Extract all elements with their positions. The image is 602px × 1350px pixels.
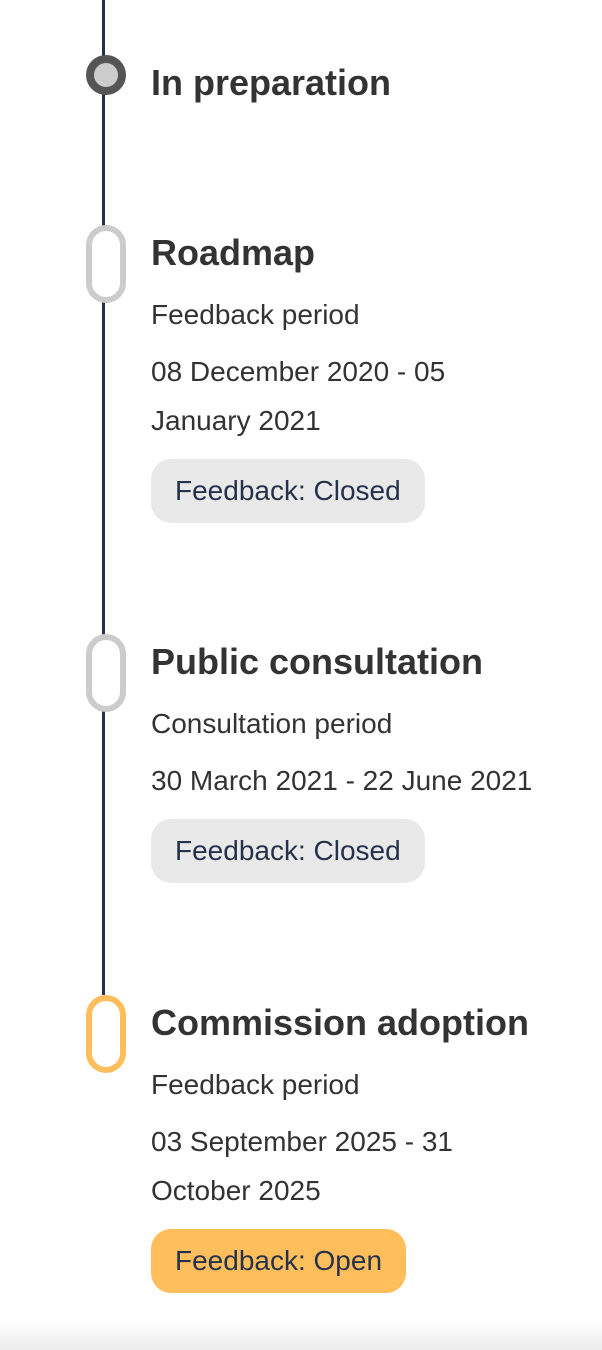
timeline-line (102, 0, 105, 995)
period-label: Feedback period (151, 299, 360, 330)
stage-title: Public consultation (151, 641, 484, 682)
period-label: Consultation period (151, 708, 393, 739)
stage-marker-icon (86, 634, 126, 712)
period-dates: 08 December 2020 - 05 January 2021 (151, 356, 446, 436)
timeline-item-public-consultation: Public consultation Consultation period … (151, 640, 602, 883)
feedback-status-badge: Feedback: Closed (151, 459, 425, 523)
stage-title: Commission adoption (151, 1002, 529, 1043)
feedback-status-badge: Feedback: Closed (151, 819, 425, 883)
feedback-status-badge: Feedback: Open (151, 1229, 407, 1293)
stage-marker-icon (86, 995, 126, 1073)
bottom-shadow (0, 1320, 602, 1350)
timeline-item-in-preparation: In preparation (151, 61, 602, 105)
timeline-item-roadmap: Roadmap Feedback period 08 December 2020… (151, 231, 602, 523)
stage-marker-icon (86, 225, 126, 303)
timeline-item-commission-adoption: Commission adoption Feedback period 03 S… (151, 1001, 602, 1293)
stage-title: Roadmap (151, 232, 316, 273)
current-stage-marker-icon (86, 55, 126, 95)
stage-title: In preparation (151, 62, 392, 103)
period-dates: 30 March 2021 - 22 June 2021 (151, 765, 533, 796)
period-dates: 03 September 2025 - 31 October 2025 (151, 1126, 453, 1206)
period-label: Feedback period (151, 1069, 360, 1100)
